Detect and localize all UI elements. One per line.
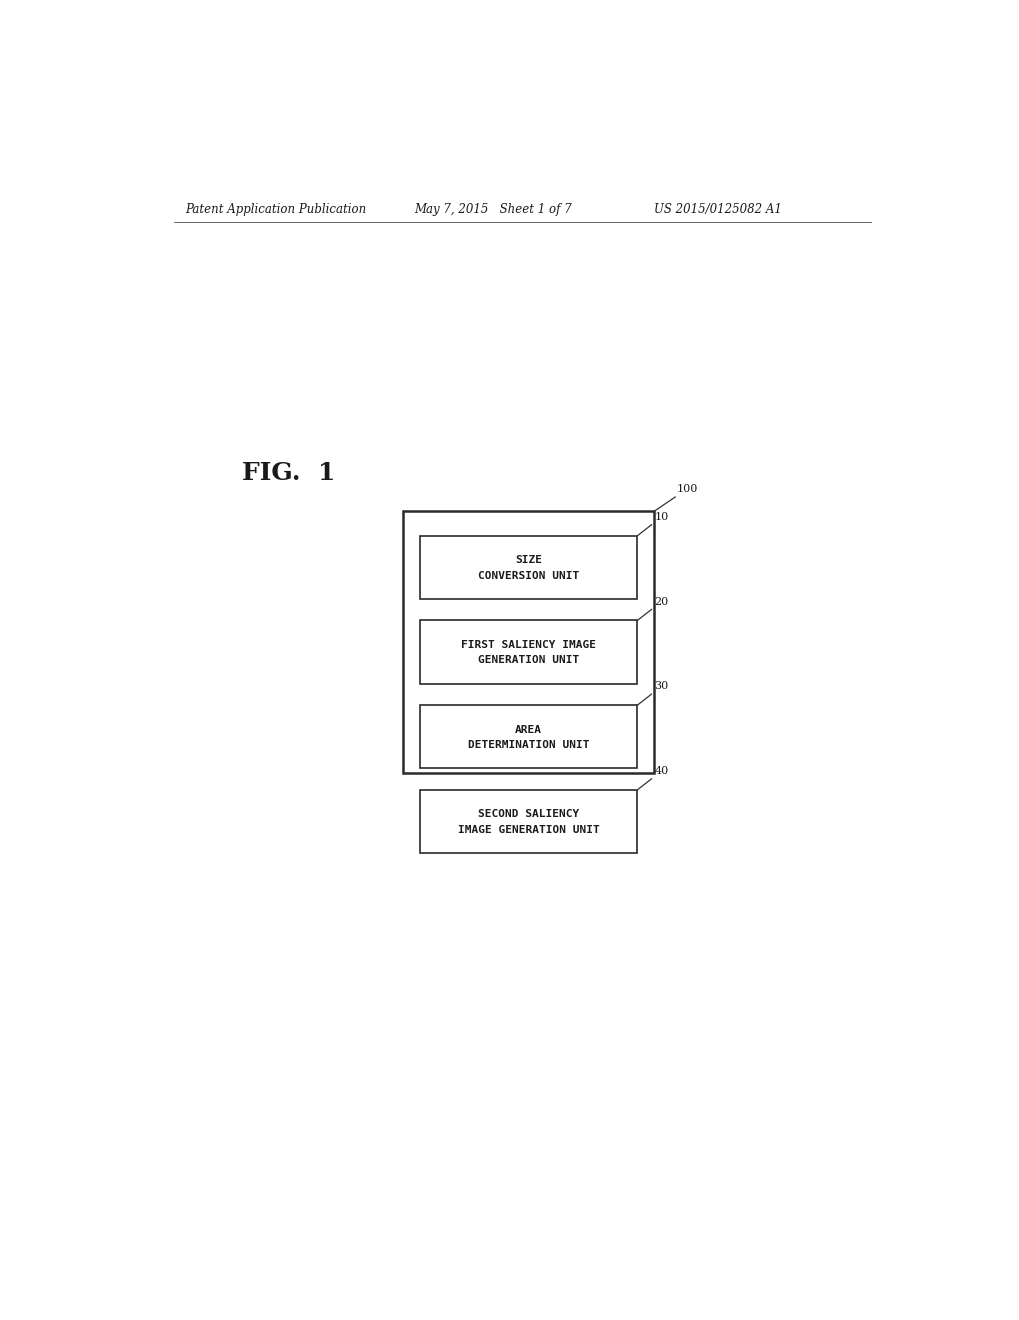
Text: FIG.  1: FIG. 1 [242, 461, 335, 484]
Text: IMAGE GENERATION UNIT: IMAGE GENERATION UNIT [458, 825, 599, 834]
Text: SIZE: SIZE [515, 556, 541, 565]
Text: 100: 100 [654, 484, 697, 511]
Bar [419, 620, 637, 684]
Bar [403, 511, 654, 774]
Bar [419, 536, 637, 599]
Text: GENERATION UNIT: GENERATION UNIT [478, 656, 579, 665]
Text: 30: 30 [637, 681, 668, 705]
Text: FIRST SALIENCY IMAGE: FIRST SALIENCY IMAGE [461, 640, 595, 649]
Text: US 2015/0125082 A1: US 2015/0125082 A1 [654, 203, 782, 216]
Text: AREA: AREA [515, 725, 541, 735]
Bar [419, 789, 637, 853]
Text: SECOND SALIENCY: SECOND SALIENCY [478, 809, 579, 820]
Text: 20: 20 [637, 597, 668, 620]
Text: 40: 40 [637, 766, 668, 789]
Text: DETERMINATION UNIT: DETERMINATION UNIT [468, 741, 589, 750]
Bar [419, 705, 637, 768]
Text: Patent Application Publication: Patent Application Publication [185, 203, 367, 216]
Text: CONVERSION UNIT: CONVERSION UNIT [478, 570, 579, 581]
Text: May 7, 2015   Sheet 1 of 7: May 7, 2015 Sheet 1 of 7 [414, 203, 572, 216]
Text: 10: 10 [637, 512, 668, 536]
